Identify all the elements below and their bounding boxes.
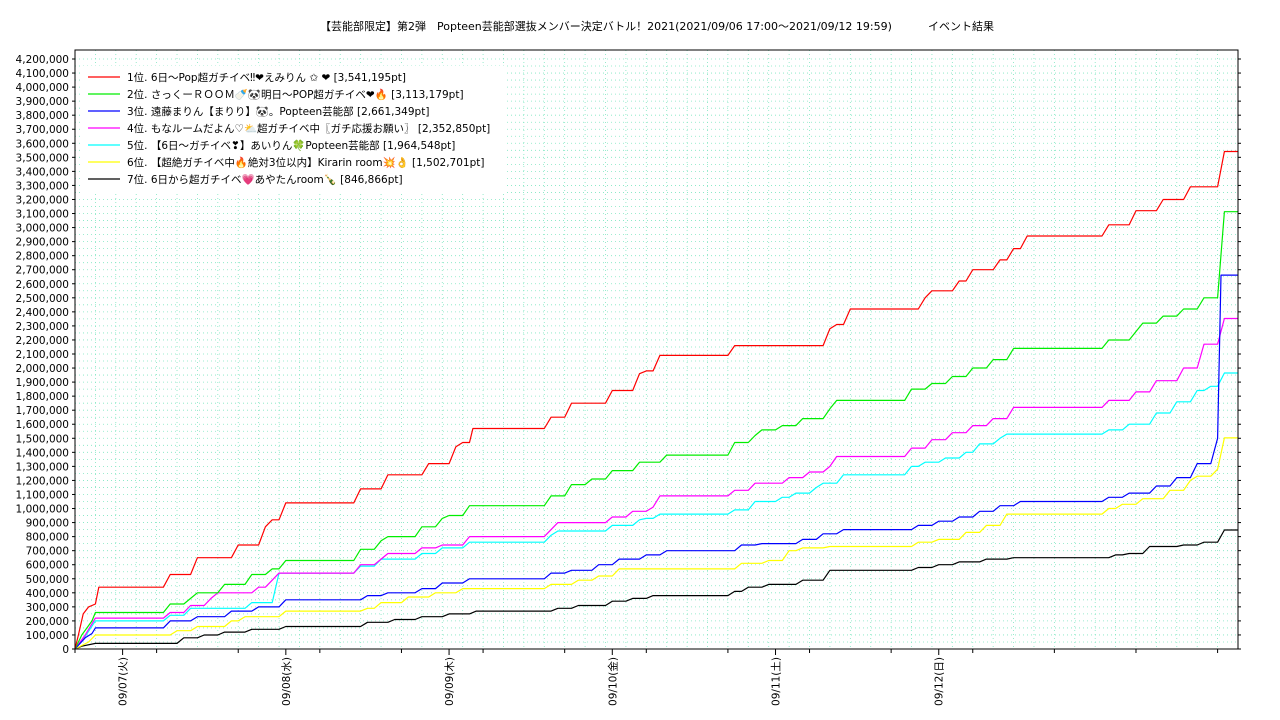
series-lines — [74, 150, 1238, 650]
legend-background — [80, 66, 505, 194]
y-tick-label: 2,100,000 — [16, 349, 69, 361]
y-tick-label: 3,100,000 — [16, 209, 69, 221]
y-tick-label: 4,000,000 — [16, 82, 69, 94]
x-tick-label: 09/10(金) — [606, 657, 619, 706]
y-tick-label: 3,300,000 — [16, 180, 69, 192]
legend-entry: 7位. 6日から超ガチイベ💗あやたんroom🍾 [846,866pt] — [127, 173, 403, 186]
y-tick-label: 1,800,000 — [16, 391, 69, 403]
y-tick-label: 1,600,000 — [16, 419, 69, 431]
y-tick-label: 4,100,000 — [16, 68, 69, 80]
x-tick-label: 09/07(火) — [118, 657, 130, 706]
y-tick-label: 700,000 — [26, 546, 69, 558]
y-tick-label: 1,100,000 — [16, 489, 69, 501]
y-tick-label: 1,400,000 — [16, 447, 69, 459]
y-tick-label: 4,200,000 — [16, 54, 69, 66]
y-tick-label: 2,500,000 — [16, 293, 69, 305]
y-tick-label: 2,200,000 — [16, 335, 69, 347]
plot-frame — [74, 49, 1239, 650]
y-tick-label: 3,000,000 — [16, 223, 69, 235]
y-tick-label: 1,300,000 — [16, 461, 69, 473]
x-tick-label: 09/12(日) — [934, 657, 946, 706]
y-tick-label: 3,900,000 — [16, 96, 69, 108]
y-tick-label: 100,000 — [26, 630, 69, 642]
legend: 1位. 6日〜Pop超ガチイベ‼︎❤︎えみりん ✩ ❤ [3,541,195pt… — [80, 66, 505, 194]
y-tick-label: 300,000 — [26, 602, 69, 614]
y-tick-label: 900,000 — [26, 518, 69, 530]
y-tick-label: 3,800,000 — [16, 110, 69, 122]
y-tick-label: 500,000 — [26, 574, 69, 586]
y-tick-label: 2,900,000 — [16, 237, 69, 249]
y-tick-label: 1,700,000 — [16, 405, 69, 417]
y-tick-label: 1,900,000 — [16, 377, 69, 389]
series-line — [74, 211, 1238, 650]
legend-entry: 3位. 遠藤まりん【まりり】🐼。Popteen芸能部 [2,661,349pt] — [127, 105, 429, 118]
series-line — [74, 150, 1238, 650]
y-tick-label: 400,000 — [26, 588, 69, 600]
legend-entry: 1位. 6日〜Pop超ガチイベ‼︎❤︎えみりん ✩ ❤ [3,541,195pt… — [127, 71, 406, 84]
y-tick-label: 0 — [62, 644, 69, 656]
legend-entry: 6位. 【超絶ガチイベ中🔥絶対3位以内】Kirarin room💥👌 [1,50… — [127, 156, 484, 169]
axes: 0 100,000 200,000 300,000 400,000 500,000 600,… — [16, 54, 1241, 706]
y-tick-label: 2,800,000 — [16, 251, 69, 263]
y-tick-label: 3,400,000 — [16, 166, 69, 178]
chart-title: 【芸能部限定】第2弾 Popteen芸能部選抜メンバー決定バトル！2021(20… — [320, 19, 892, 33]
x-tick-label: 09/09(木) — [444, 657, 456, 706]
series-line — [74, 317, 1238, 650]
y-tick-label: 3,700,000 — [16, 124, 69, 136]
series-line — [74, 529, 1238, 650]
y-tick-label: 2,600,000 — [16, 279, 69, 291]
y-tick-label: 2,700,000 — [16, 265, 69, 277]
y-tick-label: 3,200,000 — [16, 194, 69, 206]
y-tick-label: 2,000,000 — [16, 363, 69, 375]
y-tick-label: 2,300,000 — [16, 321, 69, 333]
series-line — [74, 372, 1238, 650]
series-line — [74, 274, 1238, 650]
y-tick-label: 800,000 — [26, 532, 69, 544]
y-tick-label: 1,000,000 — [16, 504, 69, 516]
series-line — [74, 437, 1238, 650]
chart-subtitle: イベント結果 — [928, 19, 994, 33]
legend-entry: 5位. 【6日〜ガチイベ❣】あいりん🍀Popteen芸能部 [1,964,548… — [127, 139, 455, 152]
x-tick-label: 09/11(土) — [770, 657, 783, 706]
y-tick-label: 3,500,000 — [16, 152, 69, 164]
y-tick-label: 1,500,000 — [16, 433, 69, 445]
legend-entry: 4位. もなルームだよん♡⛅超ガチイベ中〖ガチ応援お願い〗 [2,352,850… — [127, 122, 490, 135]
y-tick-label: 3,600,000 — [16, 138, 69, 150]
legend-entry: 2位. さっくーＲＯＯＭ🍼🐼明日〜POP超ガチイベ❤🔥 [3,113,179pt… — [127, 88, 464, 101]
y-tick-label: 2,400,000 — [16, 307, 69, 319]
y-tick-label: 1,200,000 — [16, 475, 69, 487]
y-tick-label: 200,000 — [26, 616, 69, 628]
y-tick-label: 600,000 — [26, 560, 69, 572]
x-tick-label: 09/08(水) — [281, 657, 293, 706]
